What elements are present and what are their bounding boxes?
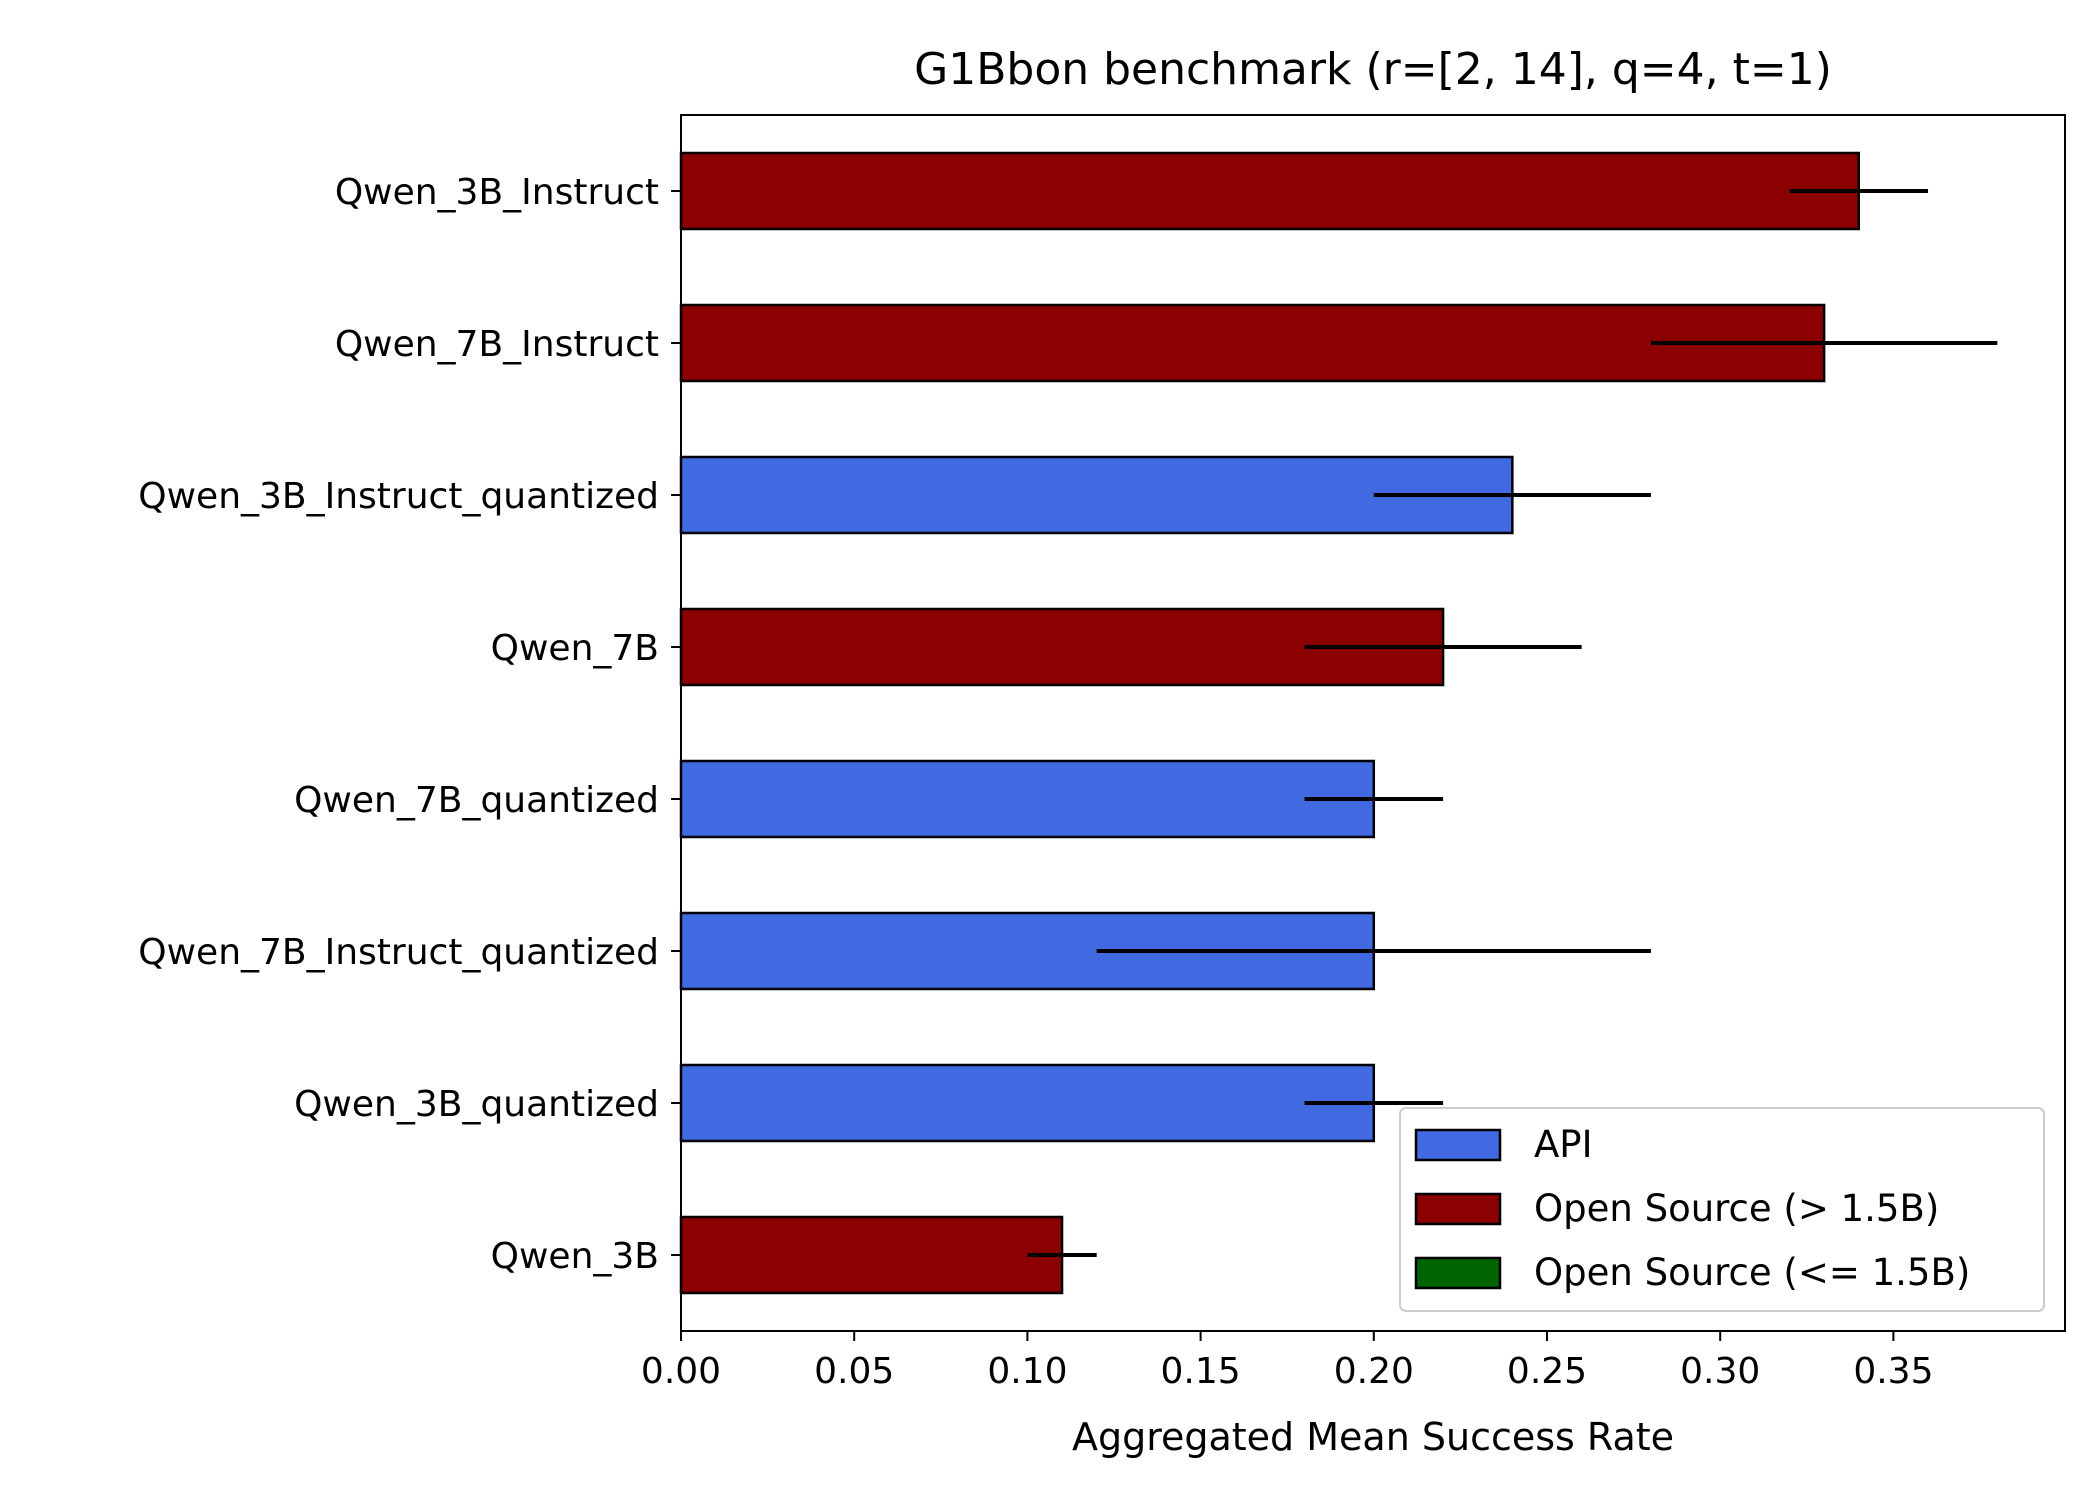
x-axis-label: Aggregated Mean Success Rate — [1072, 1415, 1674, 1459]
bar-qwen-3b-quantized — [679, 1063, 1376, 1143]
legend-entry-label: API — [1534, 1123, 1593, 1166]
legend-entry-label: Open Source (> 1.5B) — [1534, 1187, 1939, 1230]
x-tick-label: 0.05 — [814, 1351, 894, 1392]
x-tick-label: 0.30 — [1680, 1351, 1760, 1392]
y-tick-label: Qwen_3B — [491, 1236, 659, 1277]
y-tick-label: Qwen_7B_Instruct — [335, 324, 659, 365]
chart-title: G1Bbon benchmark (r=[2, 14], q=4, t=1) — [914, 44, 1832, 95]
x-tick-label: 0.00 — [641, 1351, 721, 1392]
legend-swatch — [1414, 1192, 1502, 1226]
x-tick-label: 0.15 — [1161, 1351, 1241, 1392]
bar-qwen-3b-instruct — [679, 151, 1861, 231]
bar-qwen-7b-quantized — [679, 759, 1376, 839]
y-tick-label: Qwen_7B — [491, 628, 659, 669]
x-tick-label: 0.25 — [1507, 1351, 1587, 1392]
x-tick-label: 0.20 — [1334, 1351, 1414, 1392]
y-tick-label: Qwen_7B_quantized — [294, 780, 659, 821]
bar-qwen-3b — [679, 1215, 1064, 1295]
legend: API Open Source (> 1.5B) Open Source (<= 1… — [1399, 1107, 2045, 1312]
plot-frame — [680, 114, 2066, 1332]
legend-entry-label: Open Source (<= 1.5B) — [1534, 1251, 1970, 1294]
y-tick-label: Qwen_3B_Instruct_quantized — [138, 476, 659, 517]
x-tick-label: 0.35 — [1853, 1351, 1933, 1392]
y-tick-label: Qwen_3B_quantized — [294, 1084, 659, 1125]
legend-box — [1399, 1107, 2045, 1312]
x-tick-label: 0.10 — [987, 1351, 1067, 1392]
y-tick-label: Qwen_7B_Instruct_quantized — [138, 932, 659, 973]
legend-swatch — [1414, 1256, 1502, 1290]
legend-swatch — [1414, 1128, 1502, 1162]
y-tick-label: Qwen_3B_Instruct — [335, 172, 659, 213]
